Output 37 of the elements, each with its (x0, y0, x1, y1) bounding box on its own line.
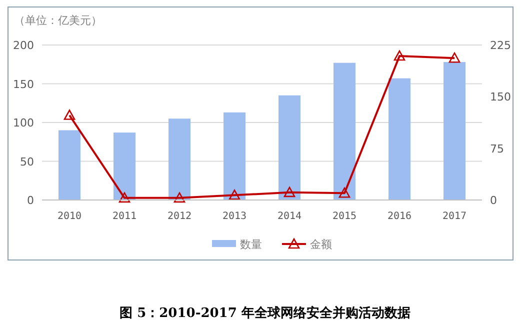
x-tick-label: 2012 (167, 211, 192, 222)
bar (168, 118, 190, 200)
y-tick-label: 150 (13, 78, 34, 91)
x-tick-label: 2017 (442, 211, 467, 222)
text: 图 5：2010-2017 年全球网络安全并购活动数据 (120, 305, 410, 321)
y2-tick-label: 0 (490, 194, 497, 207)
point (228, 190, 240, 200)
y-tick-label: 50 (20, 155, 34, 168)
y-tick-label: 200 (13, 39, 34, 52)
x-tick-label: 2015 (332, 211, 357, 222)
x-tick-label: 2014 (277, 211, 302, 222)
x-tick-label: 2013 (222, 211, 247, 222)
point (338, 187, 350, 198)
bar (278, 95, 300, 200)
point (64, 110, 76, 120)
bar (114, 132, 136, 200)
point (118, 192, 130, 203)
bar (334, 62, 356, 200)
legend-label: 数量 (240, 238, 262, 251)
x-tick-label: 2011 (112, 211, 137, 222)
bar (58, 130, 80, 200)
y-tick-label: 100 (13, 116, 34, 130)
point (448, 52, 460, 63)
y2-tick-label: 225 (490, 39, 511, 52)
y-tick-label: 0 (27, 194, 34, 207)
point (394, 50, 406, 61)
point (284, 186, 296, 198)
bar (224, 112, 246, 200)
legend-label: 金额 (310, 238, 332, 251)
x-tick-label: 2016 (387, 211, 412, 222)
x-tick-label: 2010 (57, 211, 82, 222)
bar (388, 78, 410, 200)
y2-tick-label: 150 (490, 90, 511, 104)
y2-tick-label: 75 (490, 142, 504, 156)
bar (444, 62, 466, 200)
text: （单位：亿美元） (14, 14, 102, 27)
point (174, 192, 186, 203)
